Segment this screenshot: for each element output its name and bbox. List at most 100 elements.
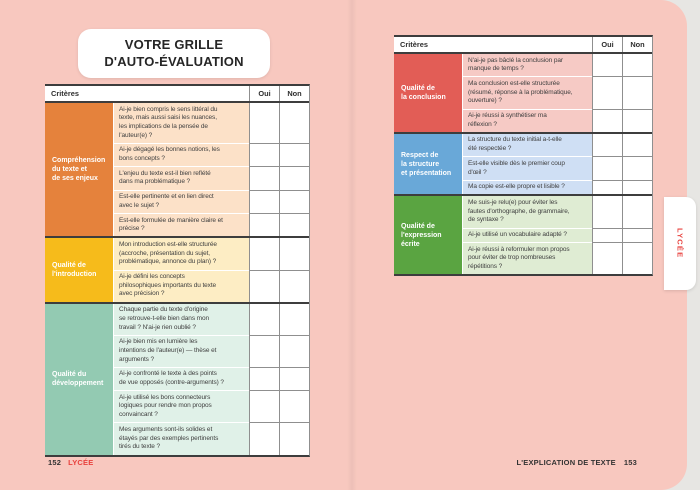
criteria-group-expression: Qualité de l'expression écrite Me suis-j… [394,196,652,275]
answer-cell-non[interactable] [279,143,309,168]
answer-cell-non[interactable] [622,133,652,158]
question-cell: Me suis-je relu(e) pour éviter les faute… [462,196,592,229]
answer-cell-non[interactable] [279,423,309,455]
table-row: Est-elle visible dès le premier coup d'œ… [462,157,652,181]
group-label-conclusion: Qualité de la conclusion [394,54,462,132]
question-cell: Ai-je utilisé un vocabulaire adapté ? [462,228,592,244]
question-cell: Ai-je bien mis en lumière les intentions… [113,335,249,368]
section-label: LYCÉE [68,458,94,467]
answer-cell-oui[interactable] [592,243,622,275]
table-row: Ai-je réussi à synthétiser ma réflexion … [462,109,652,132]
answer-cell-oui[interactable] [249,303,279,336]
group-label-expression: Qualité de l'expression écrite [394,196,462,275]
answer-cell-oui[interactable] [249,335,279,368]
table-row: Mes arguments sont-ils solides et étayés… [113,423,309,455]
page-title: VOTRE GRILLE D'AUTO-ÉVALUATION [104,37,244,69]
column-header-criteres: Critères [51,89,79,98]
criteria-group-comprehension: Compréhension du texte et de ses enjeux … [45,103,309,239]
table-row: Ma copie est-elle propre et lisible ? [462,180,652,195]
answer-cell-non[interactable] [622,228,652,244]
criteria-group-introduction: Qualité de l'introduction Mon introducti… [45,238,309,304]
group-label-structure: Respect de la structure et présentation [394,133,462,195]
table-row: Est-elle pertinente et en lien direct av… [113,190,309,215]
column-header-criteres: Critères [400,40,428,49]
question-cell: Est-elle pertinente et en lien direct av… [113,190,249,215]
answer-cell-oui[interactable] [249,367,279,392]
answer-cell-oui[interactable] [249,270,279,302]
answer-cell-oui[interactable] [592,196,622,229]
answer-cell-oui[interactable] [592,77,622,110]
question-cell: Ai-je utilisé les bons connecteurs logiq… [113,391,249,424]
table-row: Ai-je bien compris le sens littéral du t… [113,103,309,144]
column-header-oui: Oui [249,86,279,101]
page-number-left: 152 [48,458,62,467]
group-label-developpement: Qualité du développement [45,303,113,455]
answer-cell-non[interactable] [279,367,309,392]
table-row: Ai-je dégagé les bonnes notions, les bon… [113,143,309,168]
answer-cell-oui[interactable] [592,157,622,181]
answer-cell-oui[interactable] [249,214,279,237]
footer-right: L'EXPLICATION DE TEXTE 153 [516,458,637,467]
answer-cell-oui[interactable] [249,103,279,144]
answer-cell-oui[interactable] [249,190,279,215]
section-tab-label: LYCÉE [675,228,685,259]
self-evaluation-table-right: Critères Oui Non Qualité de la conclusio… [394,35,653,277]
answer-cell-non[interactable] [279,391,309,424]
answer-cell-oui[interactable] [592,228,622,244]
criteria-group-developpement: Qualité du développement Chaque partie d… [45,303,309,455]
question-cell: Mon introduction est-elle structurée (ac… [113,238,249,271]
table-row: Ai-je confronté le texte à des points de… [113,367,309,392]
answer-cell-non[interactable] [279,167,309,191]
answer-cell-oui[interactable] [592,133,622,158]
question-cell: Ma conclusion est-elle structurée (résum… [462,77,592,110]
answer-cell-non[interactable] [279,190,309,215]
chapter-label: L'EXPLICATION DE TEXTE [516,458,616,467]
answer-cell-non[interactable] [279,103,309,144]
table-row: Ma conclusion est-elle structurée (résum… [462,77,652,110]
answer-cell-non[interactable] [622,77,652,110]
answer-cell-oui[interactable] [249,238,279,271]
group-label-introduction: Qualité de l'introduction [45,238,113,302]
title-card: VOTRE GRILLE D'AUTO-ÉVALUATION [78,29,270,78]
answer-cell-non[interactable] [622,109,652,132]
answer-cell-non[interactable] [622,157,652,181]
answer-cell-non[interactable] [279,270,309,302]
answer-cell-oui[interactable] [249,167,279,191]
answer-cell-oui[interactable] [592,180,622,195]
table-row: Ai-je bien mis en lumière les intentions… [113,335,309,368]
question-cell: Ai-je dégagé les bonnes notions, les bon… [113,143,249,168]
answer-cell-non[interactable] [622,243,652,275]
table-row: Ai-je utilisé les bons connecteurs logiq… [113,391,309,424]
answer-cell-oui[interactable] [249,391,279,424]
table-header-row: Critères Oui Non [394,37,652,54]
table-row: Ai-je utilisé un vocabulaire adapté ? [462,228,652,244]
answer-cell-oui[interactable] [249,143,279,168]
answer-cell-oui[interactable] [592,109,622,132]
answer-cell-non[interactable] [279,335,309,368]
answer-cell-non[interactable] [279,303,309,336]
group-label-comprehension: Compréhension du texte et de ses enjeux [45,103,113,237]
answer-cell-non[interactable] [622,180,652,195]
answer-cell-non[interactable] [622,196,652,229]
answer-cell-non[interactable] [622,54,652,78]
table-row: Mon introduction est-elle structurée (ac… [113,238,309,271]
table-row: Ai-je défini les concepts philosophiques… [113,270,309,302]
question-cell: Ai-je réussi à reformuler mon propos pou… [462,243,592,275]
page-number-right: 153 [623,458,637,467]
answer-cell-oui[interactable] [592,54,622,78]
answer-cell-non[interactable] [279,214,309,237]
question-cell: Ai-je bien compris le sens littéral du t… [113,103,249,144]
column-header-non: Non [279,86,309,101]
answer-cell-oui[interactable] [249,423,279,455]
answer-cell-non[interactable] [279,238,309,271]
table-header-row: Critères Oui Non [45,86,309,103]
question-cell: Est-elle formulée de manière claire et p… [113,214,249,237]
criteria-group-conclusion: Qualité de la conclusion N'ai-je pas bâc… [394,54,652,134]
self-evaluation-table-left: Critères Oui Non Compréhension du texte … [45,84,310,457]
question-cell: Ai-je confronté le texte à des points de… [113,367,249,392]
table-row: La structure du texte initial a-t-elle é… [462,133,652,158]
table-row: N'ai-je pas bâclé la conclusion par manq… [462,54,652,78]
criteria-group-structure: Respect de la structure et présentation … [394,133,652,197]
question-cell: Ma copie est-elle propre et lisible ? [462,180,592,195]
